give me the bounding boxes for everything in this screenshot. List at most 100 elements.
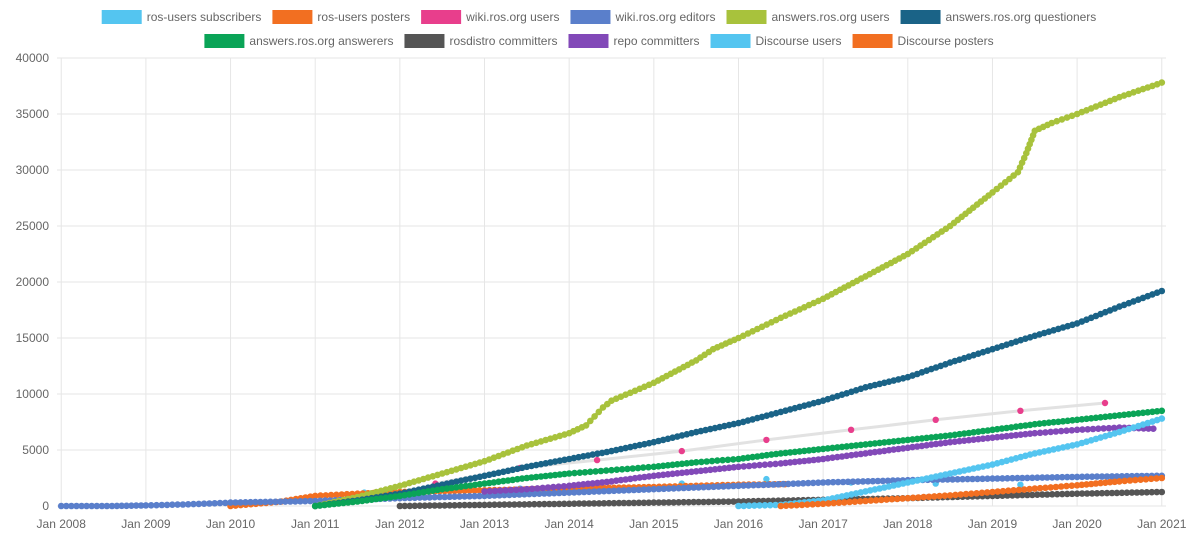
data-point bbox=[1132, 476, 1139, 484]
legend-item[interactable]: Discourse users bbox=[710, 34, 842, 48]
data-point bbox=[550, 483, 557, 491]
data-point bbox=[560, 483, 568, 490]
data-point bbox=[600, 500, 608, 507]
data-point bbox=[989, 475, 996, 482]
data-point bbox=[142, 502, 150, 509]
data-point bbox=[1093, 490, 1101, 497]
legend-swatch bbox=[204, 34, 245, 48]
data-point bbox=[715, 483, 722, 490]
data-point bbox=[770, 481, 777, 488]
data-point bbox=[471, 501, 478, 509]
legend[interactable]: ros-users subscribers ros-users posters wi… bbox=[101, 10, 1097, 48]
data-point bbox=[491, 501, 498, 509]
data-point bbox=[869, 477, 877, 485]
data-point bbox=[565, 500, 573, 508]
data-point bbox=[232, 499, 239, 506]
legend-item[interactable]: answers.ros.org answerers bbox=[204, 34, 393, 48]
data-point bbox=[1026, 485, 1033, 493]
x-tick-label: Jan 2014 bbox=[544, 517, 594, 531]
x-tick-label: Jan 2019 bbox=[968, 517, 1018, 531]
data-point bbox=[153, 501, 160, 509]
data-point bbox=[735, 463, 742, 471]
data-point bbox=[593, 456, 601, 464]
legend-item[interactable]: answers.ros.org questioners bbox=[900, 10, 1097, 24]
data-point bbox=[844, 478, 852, 486]
x-tick-label: Jan 2009 bbox=[121, 517, 171, 531]
data-point bbox=[1158, 407, 1166, 415]
data-point bbox=[756, 461, 763, 469]
legend-item[interactable]: answers.ros.org users bbox=[726, 10, 890, 24]
data-point bbox=[496, 501, 503, 509]
data-point bbox=[446, 502, 454, 509]
data-point bbox=[1098, 473, 1106, 480]
data-point bbox=[546, 500, 553, 508]
data-point bbox=[884, 477, 892, 485]
data-point bbox=[1039, 474, 1046, 481]
legend-item[interactable]: ros-users posters bbox=[272, 10, 410, 24]
data-point bbox=[1083, 490, 1091, 497]
data-point bbox=[1128, 489, 1136, 496]
data-point bbox=[565, 489, 573, 496]
data-point bbox=[1048, 474, 1056, 481]
legend-item[interactable]: repo committers bbox=[568, 34, 700, 48]
legend-item[interactable]: Discourse posters bbox=[852, 34, 994, 48]
data-point bbox=[1158, 287, 1166, 295]
data-point bbox=[1068, 427, 1076, 434]
legend-label: Discourse users bbox=[756, 34, 842, 48]
data-point bbox=[262, 498, 269, 506]
data-point bbox=[804, 479, 812, 487]
data-point bbox=[169, 501, 176, 509]
data-point bbox=[835, 499, 843, 507]
data-point bbox=[521, 491, 528, 498]
data-point bbox=[247, 498, 254, 506]
data-point bbox=[1121, 477, 1128, 485]
data-point bbox=[708, 457, 716, 465]
legend-label: rosdistro committers bbox=[449, 34, 557, 48]
x-tick-label: Jan 2020 bbox=[1052, 517, 1102, 531]
series-discourse-users bbox=[735, 415, 1166, 510]
data-point bbox=[113, 502, 121, 510]
data-point bbox=[587, 468, 594, 476]
data-point bbox=[184, 501, 192, 508]
data-point bbox=[1153, 488, 1161, 496]
data-point bbox=[1089, 425, 1097, 433]
data-point bbox=[570, 500, 578, 508]
data-point bbox=[1110, 424, 1118, 432]
data-point bbox=[846, 498, 853, 506]
data-point bbox=[725, 498, 732, 506]
data-point bbox=[957, 491, 964, 498]
data-point bbox=[544, 484, 552, 491]
data-point bbox=[1073, 426, 1081, 434]
data-point bbox=[839, 478, 847, 486]
data-point bbox=[88, 502, 95, 510]
data-point bbox=[625, 499, 633, 507]
data-point bbox=[108, 502, 116, 510]
data-point bbox=[941, 492, 949, 500]
data-point bbox=[608, 466, 615, 474]
data-point bbox=[1015, 486, 1023, 494]
legend-item[interactable]: ros-users subscribers bbox=[101, 10, 262, 24]
data-point bbox=[629, 465, 636, 472]
legend-swatch bbox=[710, 34, 751, 48]
legend-item[interactable]: rosdistro committers bbox=[404, 34, 557, 48]
data-point bbox=[932, 416, 939, 423]
legend-item[interactable]: wiki.ros.org users bbox=[421, 10, 559, 24]
data-point bbox=[516, 491, 523, 498]
data-point bbox=[327, 491, 335, 499]
data-point bbox=[862, 497, 869, 505]
data-point bbox=[751, 462, 758, 469]
data-point bbox=[724, 456, 732, 464]
data-point bbox=[854, 478, 862, 485]
data-point bbox=[595, 500, 603, 507]
data-point bbox=[798, 501, 806, 509]
legend-item[interactable]: wiki.ros.org editors bbox=[570, 10, 716, 24]
data-point bbox=[959, 475, 966, 483]
data-point bbox=[766, 461, 774, 468]
data-point bbox=[984, 475, 991, 483]
data-point bbox=[695, 498, 702, 506]
data-point bbox=[1024, 491, 1031, 499]
data-point bbox=[301, 497, 309, 505]
data-point bbox=[883, 496, 890, 503]
data-point bbox=[528, 485, 536, 493]
data-point bbox=[426, 502, 434, 509]
